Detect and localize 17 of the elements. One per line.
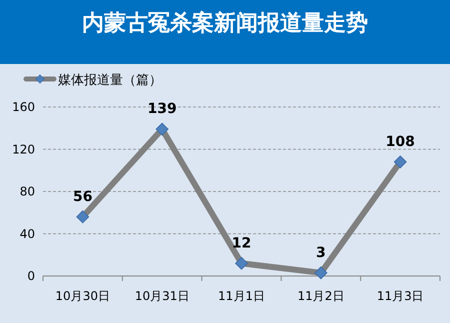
y-tick-label: 40 <box>20 226 35 241</box>
data-label: 3 <box>316 244 326 261</box>
data-label: 139 <box>147 101 177 118</box>
chart-title: 内蒙古冤杀案新闻报道量走势 <box>82 10 368 36</box>
y-tick-label: 0 <box>27 269 35 283</box>
x-tick-label: 11月2日 <box>297 289 344 303</box>
data-label: 12 <box>232 235 252 252</box>
y-tick-label: 160 <box>12 100 35 114</box>
data-label: 108 <box>386 134 415 150</box>
x-tick-label: 10月30日 <box>55 289 110 303</box>
y-tick-label: 120 <box>12 142 35 156</box>
x-tick-label: 11月3日 <box>376 289 424 303</box>
y-tick-label: 80 <box>20 184 35 198</box>
x-tick-label: 10月31日 <box>134 289 190 303</box>
data-label: 56 <box>72 188 92 205</box>
legend-label: 媒体报道量（篇） <box>58 73 162 88</box>
x-tick-label: 11月1日 <box>218 289 265 303</box>
